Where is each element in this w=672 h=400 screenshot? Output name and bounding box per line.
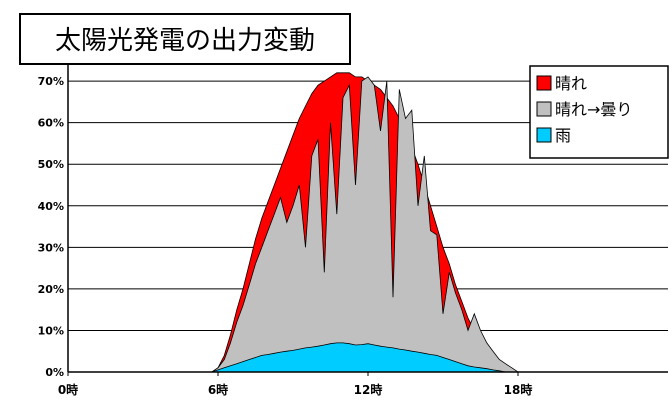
y-tick-label: 50% xyxy=(38,158,64,171)
x-tick-label: 0時 xyxy=(58,382,78,397)
title-box xyxy=(19,13,351,65)
legend-label: 雨 xyxy=(555,126,571,145)
legend-swatch xyxy=(536,101,552,117)
y-tick-labels: 0% 10% 20% 30% 40% 50% 60% 70% xyxy=(38,75,64,379)
chart-title: 太陽光発電の出力変動 xyxy=(55,26,315,56)
x-tick-label: 12時 xyxy=(354,382,383,397)
y-tick-label: 20% xyxy=(38,283,64,296)
series-area-2 xyxy=(205,76,531,373)
legend-label: 晴れ→曇り xyxy=(555,100,632,119)
legend-swatch xyxy=(536,75,552,91)
series-areas xyxy=(205,72,531,373)
x-tick-labels: 0時 6時 12時 18時 xyxy=(58,372,533,397)
y-tick-label: 10% xyxy=(38,324,64,337)
series-area-3 xyxy=(205,342,531,373)
y-tick-label: 60% xyxy=(38,117,64,130)
legend-box xyxy=(529,65,669,159)
legend-swatch xyxy=(536,127,552,143)
y-tick-label: 0% xyxy=(45,366,64,379)
x-tick-label: 18時 xyxy=(504,382,533,397)
legend-label: 晴れ xyxy=(555,74,587,93)
y-tick-label: 40% xyxy=(38,200,64,213)
x-tick-label: 6時 xyxy=(208,382,228,397)
y-tick-label: 30% xyxy=(38,241,64,254)
y-tick-label: 70% xyxy=(38,75,64,88)
